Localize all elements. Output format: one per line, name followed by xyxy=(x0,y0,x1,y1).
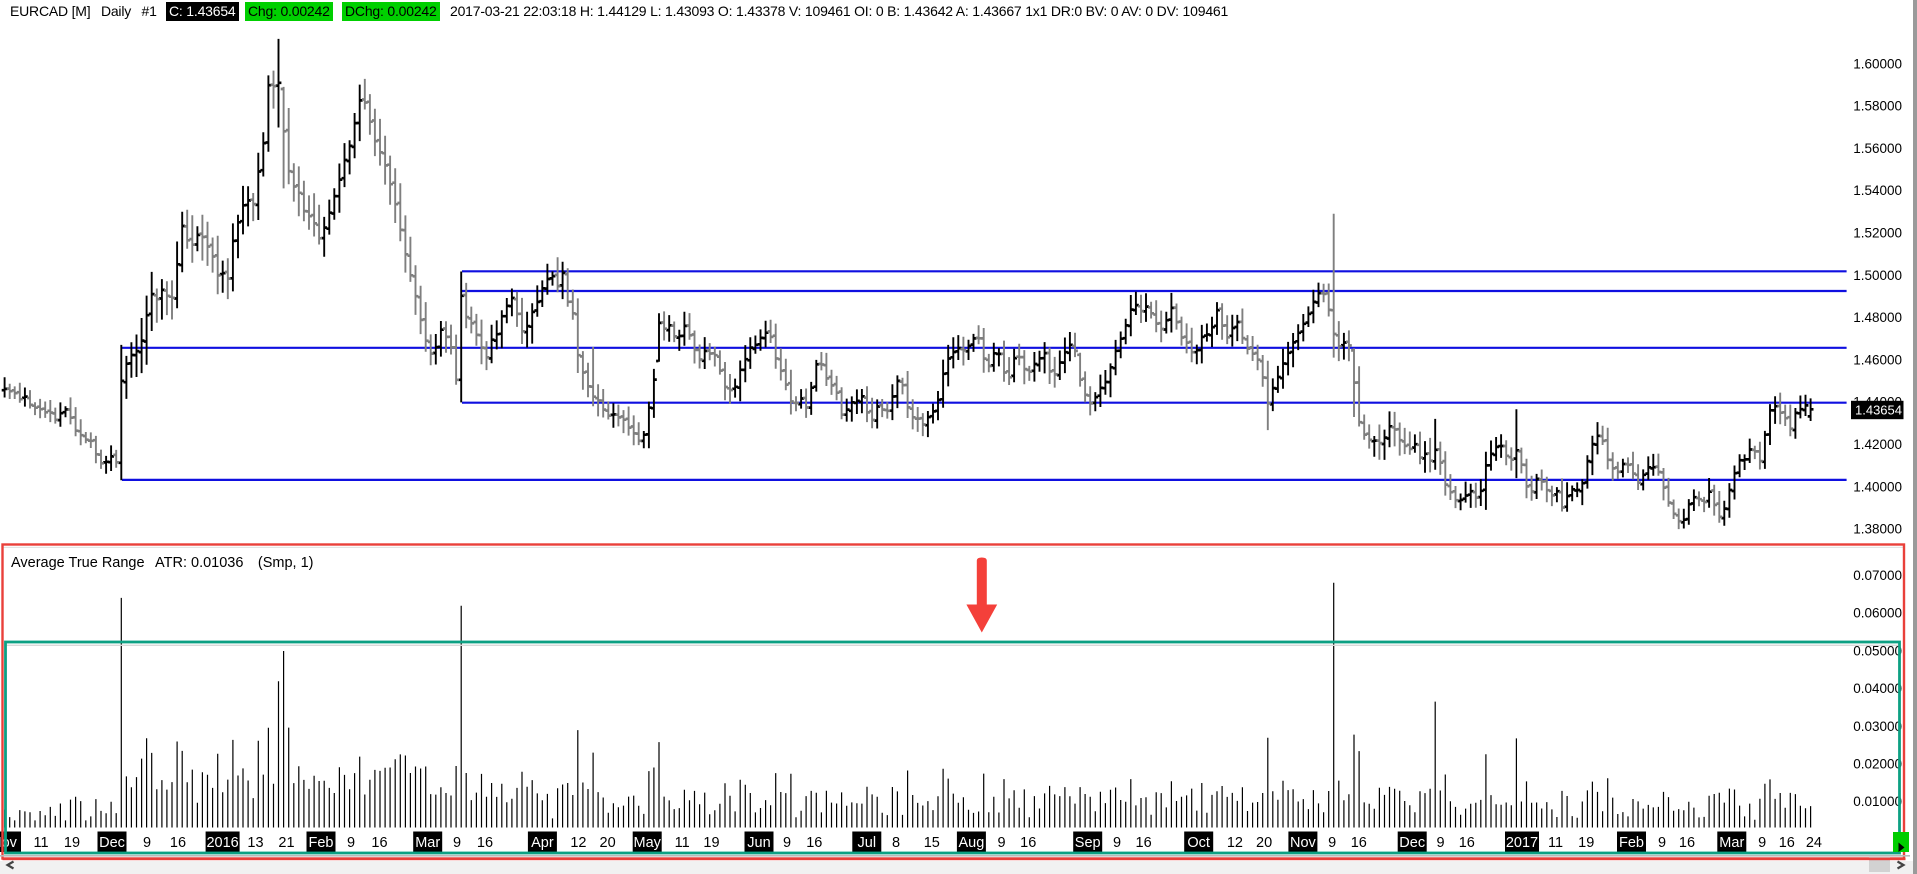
svg-text:2017: 2017 xyxy=(1506,835,1538,851)
svg-text:19: 19 xyxy=(703,835,719,851)
svg-text:Mar: Mar xyxy=(1719,835,1744,851)
svg-text:9: 9 xyxy=(1658,835,1666,851)
svg-text:0.03000: 0.03000 xyxy=(1853,719,1902,734)
svg-text:20: 20 xyxy=(600,835,616,851)
svg-text:9: 9 xyxy=(1437,835,1445,851)
svg-text:9: 9 xyxy=(143,835,151,851)
svg-text:Feb: Feb xyxy=(309,835,334,851)
svg-text:0.02000: 0.02000 xyxy=(1853,757,1902,772)
svg-text:12: 12 xyxy=(570,835,586,851)
svg-text:21: 21 xyxy=(278,835,294,851)
svg-text:1.43654: 1.43654 xyxy=(1855,402,1902,417)
svg-text:Jun: Jun xyxy=(747,835,770,851)
svg-text:0.07000: 0.07000 xyxy=(1853,568,1902,583)
svg-text:16: 16 xyxy=(371,835,387,851)
svg-text:11: 11 xyxy=(675,835,690,851)
svg-text:0.06000: 0.06000 xyxy=(1853,606,1902,621)
svg-text:1.48000: 1.48000 xyxy=(1853,310,1902,325)
svg-text:1.56000: 1.56000 xyxy=(1853,141,1902,156)
svg-text:16: 16 xyxy=(806,835,822,851)
svg-text:Dec: Dec xyxy=(1399,835,1425,851)
svg-text:Aug: Aug xyxy=(958,835,984,851)
svg-text:Mar: Mar xyxy=(415,835,440,851)
svg-text:11: 11 xyxy=(33,835,48,851)
svg-text:16: 16 xyxy=(1779,835,1795,851)
svg-text:May: May xyxy=(633,835,661,851)
svg-text:16: 16 xyxy=(1020,835,1036,851)
svg-text:16: 16 xyxy=(477,835,493,851)
svg-text:9: 9 xyxy=(1328,835,1336,851)
svg-text:2016: 2016 xyxy=(206,835,238,851)
svg-text:20: 20 xyxy=(1256,835,1272,851)
svg-text:16: 16 xyxy=(1136,835,1152,851)
svg-text:9: 9 xyxy=(1758,835,1766,851)
svg-text:16: 16 xyxy=(1351,835,1367,851)
svg-text:1.38000: 1.38000 xyxy=(1853,522,1902,537)
svg-text:Sep: Sep xyxy=(1075,835,1101,851)
svg-text:13: 13 xyxy=(247,835,263,851)
svg-text:9: 9 xyxy=(1113,835,1121,851)
svg-text:9: 9 xyxy=(347,835,355,851)
svg-text:1.52000: 1.52000 xyxy=(1853,226,1902,241)
svg-text:15: 15 xyxy=(924,835,940,851)
svg-text:9: 9 xyxy=(998,835,1006,851)
svg-text:0.05000: 0.05000 xyxy=(1853,643,1902,658)
svg-text:1.42000: 1.42000 xyxy=(1853,437,1902,452)
svg-text:16: 16 xyxy=(170,835,186,851)
svg-text:1.60000: 1.60000 xyxy=(1853,56,1902,71)
svg-text:0.01000: 0.01000 xyxy=(1853,794,1902,809)
svg-text:19: 19 xyxy=(64,835,80,851)
svg-text:16: 16 xyxy=(1679,835,1695,851)
svg-text:1.54000: 1.54000 xyxy=(1853,183,1902,198)
svg-text:Feb: Feb xyxy=(1619,835,1644,851)
svg-text:Apr: Apr xyxy=(531,835,554,851)
svg-text:1.50000: 1.50000 xyxy=(1853,268,1902,283)
svg-text:1.40000: 1.40000 xyxy=(1853,479,1902,494)
svg-text:Oct: Oct xyxy=(1187,835,1210,851)
svg-text:9: 9 xyxy=(783,835,791,851)
svg-text:0.04000: 0.04000 xyxy=(1853,681,1902,696)
svg-text:Dec: Dec xyxy=(99,835,125,851)
svg-text:Jul: Jul xyxy=(858,835,877,851)
svg-text:16: 16 xyxy=(1459,835,1475,851)
svg-text:Nov: Nov xyxy=(1290,835,1317,851)
svg-text:24: 24 xyxy=(1806,835,1822,851)
svg-text:12: 12 xyxy=(1227,835,1243,851)
svg-text:9: 9 xyxy=(453,835,461,851)
svg-text:8: 8 xyxy=(892,835,900,851)
svg-text:1.58000: 1.58000 xyxy=(1853,99,1902,114)
svg-text:19: 19 xyxy=(1578,835,1594,851)
svg-text:11: 11 xyxy=(1548,835,1563,851)
svg-text:1.46000: 1.46000 xyxy=(1853,352,1902,367)
